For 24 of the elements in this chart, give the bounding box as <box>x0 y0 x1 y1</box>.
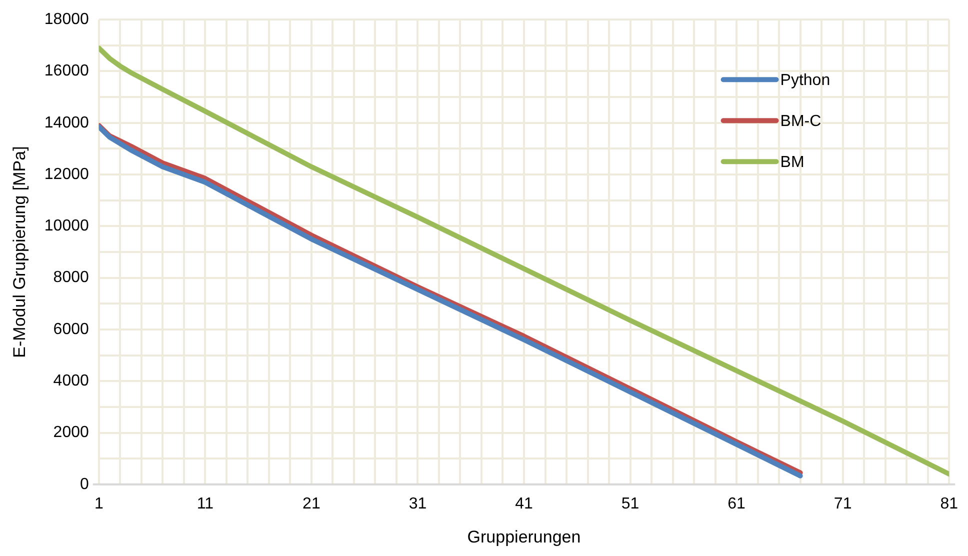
x-tick-label: 81 <box>940 495 958 512</box>
x-tick-label: 41 <box>515 495 533 512</box>
y-tick-label: 2000 <box>53 424 89 442</box>
y-tick-label: 14000 <box>44 114 89 132</box>
y-tick-label: 12000 <box>44 166 89 183</box>
legend-label: BM <box>780 154 804 172</box>
x-tick-label: 51 <box>621 495 640 512</box>
x-tick-label: 61 <box>728 495 746 512</box>
y-tick-label: 0 <box>80 476 89 493</box>
y-tick-label: 8000 <box>53 269 89 286</box>
y-tick-label: 18000 <box>44 11 89 28</box>
y-tick-label: 6000 <box>53 320 89 338</box>
y-tick-label: 4000 <box>53 372 89 390</box>
x-axis-title: Gruppierungen <box>467 527 581 546</box>
y-axis-title: E-Modul Gruppierung [MPa] <box>10 146 29 358</box>
x-tick-label: 71 <box>834 495 852 512</box>
x-tick-label: 11 <box>196 495 214 512</box>
x-tick-label: 21 <box>302 495 320 512</box>
y-tick-label: 10000 <box>44 218 89 235</box>
x-tick-label: 31 <box>408 495 427 512</box>
y-tick-label: 16000 <box>44 62 89 80</box>
legend-label: BM-C <box>780 113 822 130</box>
legend-label: Python <box>780 72 830 90</box>
x-tick-label: 1 <box>94 495 104 512</box>
